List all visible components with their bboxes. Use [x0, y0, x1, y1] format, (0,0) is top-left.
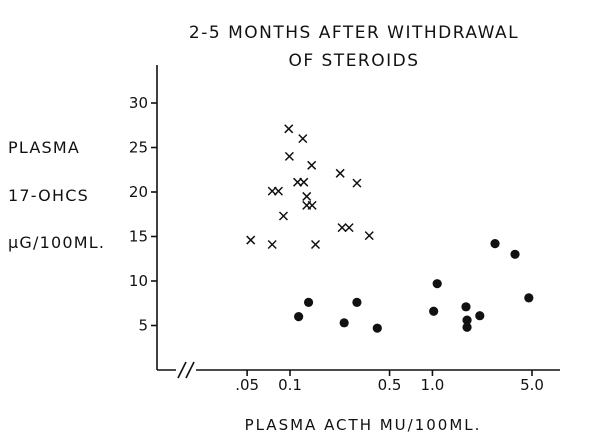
- x-tick-label: 0.1: [278, 376, 302, 394]
- filled-circle-point: [294, 312, 304, 322]
- x-tick-label: 5.0: [520, 376, 544, 394]
- y-tick-label: 20: [129, 183, 148, 201]
- x-marker-point: [307, 160, 317, 170]
- data-points: [246, 124, 534, 333]
- x-marker-point: [298, 134, 308, 144]
- filled-circle-point: [524, 293, 534, 303]
- y-tick-label: 15: [129, 228, 148, 246]
- y-axis-label-line-3: µG/100ML.: [8, 233, 105, 252]
- filled-circle-point: [462, 315, 472, 325]
- filled-circle-point: [510, 249, 520, 259]
- y-axis-label-line-1: PLASMA: [8, 138, 80, 157]
- x-marker-point: [284, 124, 294, 134]
- axes: [156, 65, 560, 379]
- x-marker-point: [302, 191, 312, 201]
- filled-circle-point: [462, 322, 472, 332]
- x-marker-point: [335, 168, 345, 178]
- x-marker-point: [310, 239, 321, 250]
- filled-circle-point: [303, 297, 314, 307]
- filled-circle-point: [429, 306, 439, 316]
- x-marker-point: [278, 211, 289, 221]
- x-marker-point: [246, 235, 256, 245]
- axis-break-mark: [177, 361, 187, 379]
- x-marker-point: [299, 177, 309, 187]
- filled-circle-point: [475, 311, 485, 321]
- y-axis-label-line-2: 17-OHCS: [8, 186, 89, 205]
- x-marker-point: [273, 186, 284, 196]
- y-tick-label: 25: [129, 139, 148, 157]
- x-marker-point: [284, 151, 294, 161]
- x-tick-label: 0.5: [378, 376, 402, 394]
- filled-circle-point: [432, 279, 442, 289]
- y-tick-label: 5: [138, 317, 148, 335]
- chart-title-line-2: OF STEROIDS: [288, 51, 419, 71]
- x-marker-point: [344, 223, 354, 233]
- filled-circle-point: [339, 318, 349, 328]
- x-marker-point: [352, 178, 362, 188]
- y-tick-label: 30: [129, 94, 148, 112]
- filled-circle-point: [352, 297, 362, 307]
- x-tick-label: 1.0: [421, 376, 445, 394]
- chart-title-line-1: 2-5 MONTHS AFTER WITHDRAWAL: [189, 23, 519, 43]
- x-tick-label: .05: [235, 376, 259, 394]
- x-marker-point: [337, 223, 347, 233]
- filled-circle-point: [461, 302, 471, 312]
- y-tick-label: 10: [129, 272, 148, 290]
- y-ticks: 5 10 15 20 25 30: [129, 94, 157, 335]
- x-marker-point: [267, 239, 277, 250]
- axis-break-mark: [185, 361, 195, 379]
- filled-circle-point: [490, 239, 500, 249]
- filled-circle-point: [372, 323, 382, 333]
- x-ticks: .05 0.1 0.5 1.0 5.0: [235, 370, 544, 394]
- x-marker-point: [364, 231, 374, 241]
- x-marker-point: [307, 200, 317, 210]
- x-axis-label: PLASMA ACTH MU/100ML.: [245, 416, 482, 434]
